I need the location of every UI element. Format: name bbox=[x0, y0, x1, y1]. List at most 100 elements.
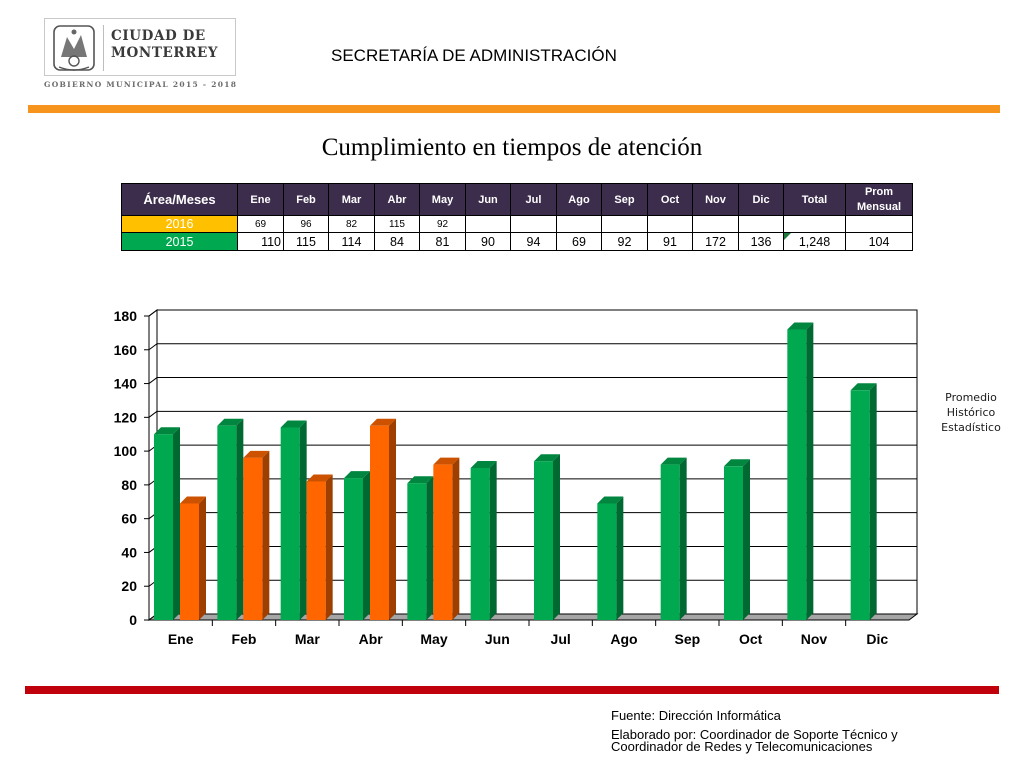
y-tick-label: 140 bbox=[114, 376, 138, 392]
bar-top-green bbox=[407, 476, 434, 484]
comment-flag-icon bbox=[784, 233, 791, 240]
table-cell: 104 bbox=[845, 232, 913, 251]
bar-green bbox=[217, 425, 237, 620]
bar-top-orange bbox=[180, 496, 206, 504]
gridline-depth bbox=[148, 343, 158, 351]
total-value: 1,248 bbox=[798, 234, 831, 249]
bar-side-green bbox=[679, 457, 687, 620]
column-header: Mar bbox=[328, 183, 375, 216]
x-tick-label: Jun bbox=[485, 631, 510, 647]
x-tick-label: Feb bbox=[232, 631, 257, 647]
column-header: Dic bbox=[738, 183, 784, 216]
gridline-depth bbox=[148, 377, 158, 384]
bar-top-orange bbox=[306, 474, 333, 482]
bar-green bbox=[850, 390, 870, 620]
column-header: Oct bbox=[647, 183, 693, 216]
bar-green bbox=[407, 483, 427, 620]
logo-subtitle: GOBIERNO MUNICIPAL 2015 - 2018 bbox=[44, 80, 238, 89]
bar-side-green bbox=[236, 418, 244, 620]
bar-green bbox=[660, 464, 680, 620]
column-header: Ago bbox=[556, 183, 602, 216]
x-tick-label: Ene bbox=[168, 631, 194, 647]
bar-top-green bbox=[850, 383, 877, 391]
summary-table: Área/Meses Ene Feb Mar Abr May Jun Jul A… bbox=[121, 183, 913, 251]
x-tick-label: Ago bbox=[610, 631, 637, 647]
logo-divider bbox=[103, 25, 104, 71]
table-row-2016: 2016 69 96 82 115 92 bbox=[121, 215, 913, 233]
table-cell: 90 bbox=[465, 232, 511, 251]
bar-orange bbox=[370, 425, 389, 620]
bar-green bbox=[280, 427, 300, 620]
x-tick-label: Sep bbox=[674, 631, 700, 647]
x-tick-label: Dic bbox=[866, 631, 888, 647]
bar-side-green bbox=[363, 471, 370, 620]
bar-green bbox=[724, 466, 743, 620]
x-tick-label: Jul bbox=[551, 631, 571, 647]
header-divider bbox=[28, 105, 1000, 113]
y-tick-label: 100 bbox=[114, 443, 138, 459]
bar-side-orange bbox=[325, 474, 333, 620]
bar-top-green bbox=[787, 322, 814, 330]
bar-side-green bbox=[489, 461, 497, 620]
logo: CIUDAD DE MONTERREY bbox=[44, 18, 236, 76]
table-header-row: Área/Meses Ene Feb Mar Abr May Jun Jul A… bbox=[121, 183, 913, 216]
bar-orange bbox=[306, 481, 326, 620]
column-header-prom: Prom Mensual bbox=[845, 183, 913, 216]
column-header: Jul bbox=[510, 183, 557, 216]
table-corner-header: Área/Meses bbox=[121, 183, 238, 216]
footer-divider bbox=[25, 686, 999, 694]
column-header: Ene bbox=[237, 183, 284, 216]
table-cell: 94 bbox=[510, 232, 557, 251]
bar-top-orange bbox=[433, 457, 460, 465]
logo-text: CIUDAD DE MONTERREY bbox=[111, 28, 219, 61]
table-cell-total: 1,248 bbox=[783, 232, 846, 251]
bar-side-green bbox=[616, 496, 624, 620]
y-tick-label: 80 bbox=[121, 477, 137, 493]
bar-side-orange bbox=[452, 457, 460, 620]
gridline-depth bbox=[148, 309, 158, 317]
bar-side-green bbox=[173, 427, 180, 620]
bar-green bbox=[154, 434, 173, 620]
bar-top-green bbox=[280, 420, 307, 428]
bar-orange bbox=[243, 457, 263, 620]
bar-top-green bbox=[597, 496, 624, 504]
y-tick-label: 60 bbox=[121, 511, 137, 527]
page-title: Cumplimiento en tiempos de atención bbox=[321, 134, 703, 161]
y-tick-label: 40 bbox=[121, 544, 137, 560]
bar-orange bbox=[180, 503, 199, 620]
table-cell: 172 bbox=[692, 232, 739, 251]
bar-green bbox=[470, 468, 490, 620]
y-tick-label: 180 bbox=[114, 308, 138, 324]
table-cell: 81 bbox=[419, 232, 466, 251]
column-header: Sep bbox=[601, 183, 648, 216]
bar-green bbox=[787, 329, 807, 620]
x-tick-label: Oct bbox=[739, 631, 763, 647]
row-label-2015: 2015 bbox=[121, 232, 238, 251]
bar-side-green bbox=[869, 383, 877, 620]
bar-green bbox=[534, 461, 553, 620]
table-cell: 136 bbox=[738, 232, 784, 251]
legend-label: Promedio Histórico Estadístico bbox=[941, 391, 1001, 434]
bar-top-green bbox=[217, 418, 244, 426]
table-cell: 91 bbox=[647, 232, 693, 251]
bar-side-green bbox=[743, 459, 750, 620]
column-header: Feb bbox=[283, 183, 329, 216]
table-cell: 92 bbox=[601, 232, 648, 251]
author-note-text: Elaborado por: Coordinador de Soporte Té… bbox=[611, 727, 898, 754]
bar-side-orange bbox=[389, 418, 396, 620]
department-title: SECRETARÍA DE ADMINISTRACIÓN bbox=[331, 46, 617, 65]
gridline-depth bbox=[148, 410, 158, 418]
y-tick-label: 0 bbox=[129, 612, 137, 628]
column-header: Nov bbox=[692, 183, 739, 216]
y-tick-label: 120 bbox=[114, 409, 138, 425]
x-tick-label: Mar bbox=[295, 631, 320, 647]
bar-side-green bbox=[426, 476, 434, 620]
x-tick-label: Abr bbox=[359, 631, 384, 647]
column-header: Jun bbox=[465, 183, 511, 216]
bar-green bbox=[344, 478, 363, 620]
bar-side-green bbox=[806, 322, 814, 620]
table-row-2015: 2015 110 115 114 84 81 90 94 69 92 91 17… bbox=[121, 232, 913, 251]
bar-top-green bbox=[470, 461, 497, 468]
bar-top-green bbox=[660, 457, 687, 465]
